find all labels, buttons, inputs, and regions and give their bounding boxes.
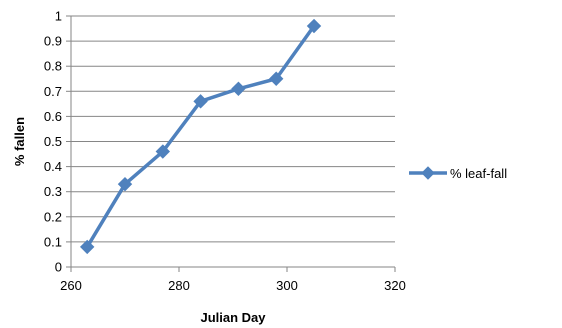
y-tick-label: 0.1 [44,234,62,249]
data-point [268,71,284,86]
y-tick-label: 1 [55,9,62,24]
y-tick-label: 0.5 [44,134,62,149]
legend-label: % leaf-fall [450,166,507,181]
x-axis-title: Julian Day [200,310,266,325]
y-tick-label: 0.3 [44,184,62,199]
data-point [155,144,171,159]
series-line [85,24,316,249]
y-tick-label: 0.7 [44,84,62,99]
y-tick-label: 0.2 [44,209,62,224]
x-tick-label: 300 [276,278,298,293]
x-tick-label: 320 [384,278,406,293]
y-tick-label: 0.6 [44,109,62,124]
y-tick-label: 0.9 [44,34,62,49]
x-tick-label: 260 [60,278,82,293]
legend-marker [421,166,435,180]
data-point [306,18,322,34]
data-point [231,81,246,96]
legend: % leaf-fall [409,166,507,181]
y-axis-ticks: 0 0.1 0.2 0.3 0.4 0.5 0.6 0.7 0.8 0.9 1 [44,9,71,275]
data-point [193,94,208,109]
series-layer [79,18,322,255]
data-point [79,239,95,255]
y-tick-label: 0.4 [44,159,62,174]
y-tick-label: 0 [55,260,62,275]
x-axis-ticks: 260 280 300 320 [60,267,406,293]
x-tick-label: 280 [168,278,190,293]
y-axis-title: % fallen [12,117,27,166]
gridlines [71,15,395,243]
data-point [117,176,133,192]
y-tick-label: 0.8 [44,59,62,74]
